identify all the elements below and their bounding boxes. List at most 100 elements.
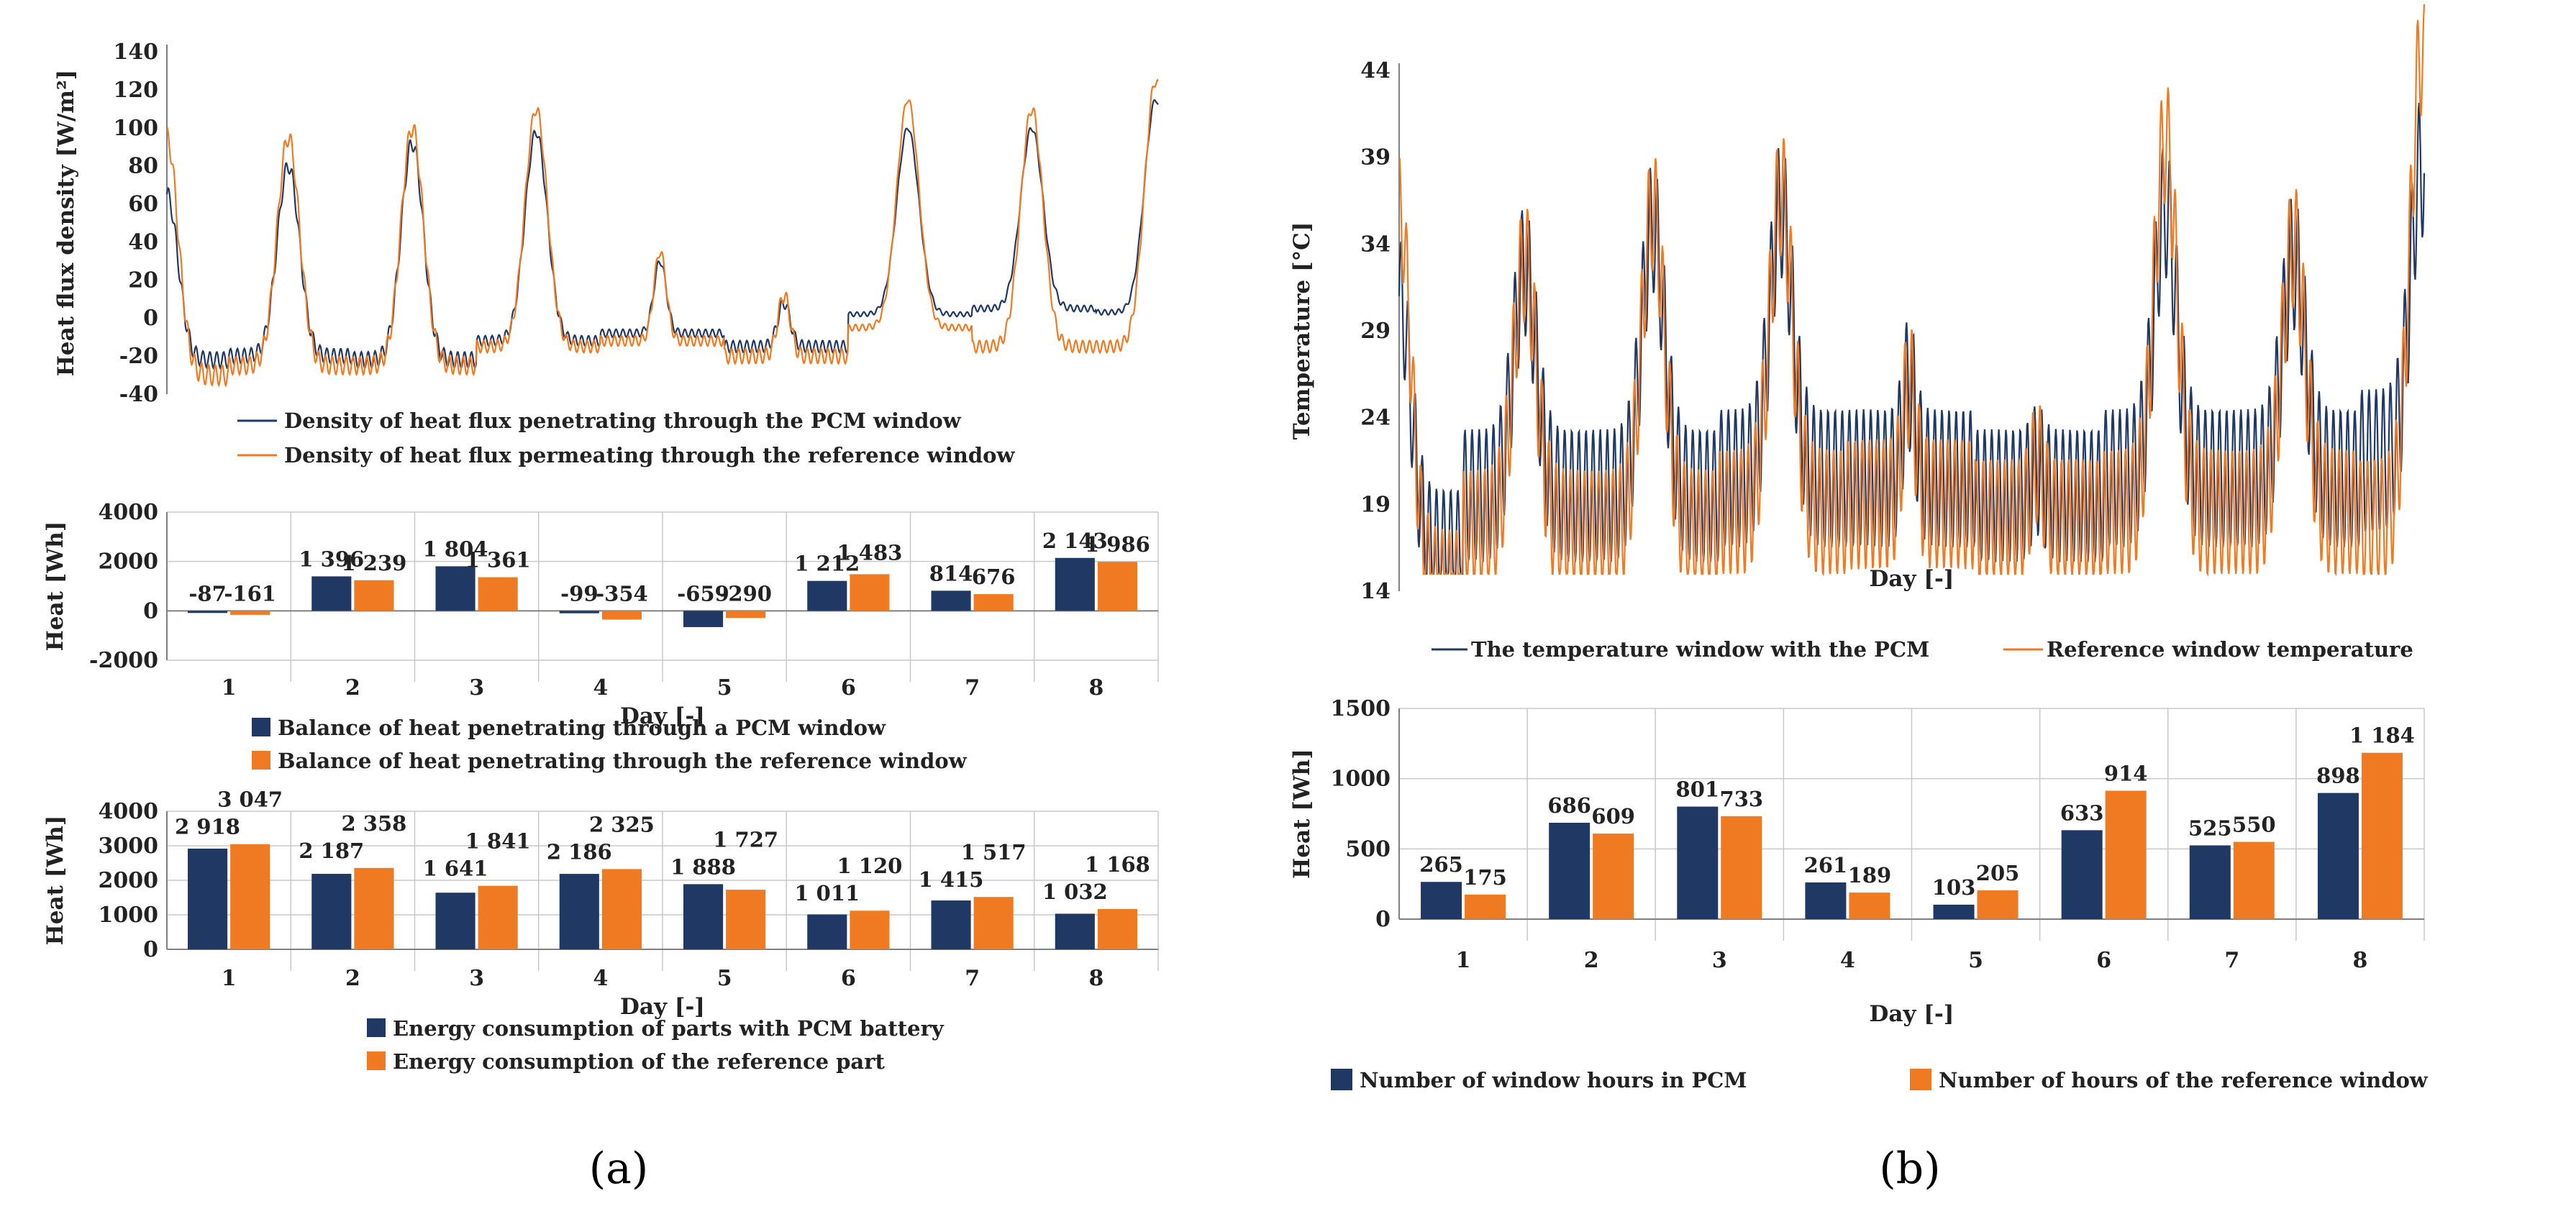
a3-bar-pcm-1 bbox=[188, 848, 228, 949]
a3-bar-reference-1 bbox=[230, 844, 270, 949]
a3-category-4: 4 bbox=[593, 966, 608, 991]
b2-category-2: 2 bbox=[1584, 948, 1599, 973]
a2-label-pcm-7: 814 bbox=[929, 561, 973, 585]
a3-label-reference-3: 1 841 bbox=[465, 829, 531, 854]
a2-bar-pcm-4 bbox=[559, 611, 599, 613]
b2-bar-pcm-7 bbox=[2189, 845, 2231, 919]
b2-bar-reference-7 bbox=[2233, 841, 2275, 919]
b2-bar-pcm-6 bbox=[2061, 830, 2103, 919]
a2-bar-pcm-1 bbox=[188, 611, 228, 613]
a2-category-8: 8 bbox=[1088, 675, 1103, 700]
a1-ytick-9: 140 bbox=[113, 40, 158, 65]
b2-bar-reference-2 bbox=[1593, 834, 1634, 919]
a3-bar-reference-2 bbox=[354, 867, 394, 949]
b1-ytick-6: 44 bbox=[1360, 58, 1391, 83]
b2-label-reference-1: 175 bbox=[1463, 865, 1507, 890]
b2-ytick-3: 1500 bbox=[1331, 696, 1391, 721]
b2-legend-pcm: Number of window hours in PCM bbox=[1360, 1068, 1747, 1092]
a3-legend-swatch-reference bbox=[367, 1051, 386, 1070]
b1-ylabel: Temperature [°C] bbox=[1289, 222, 1315, 439]
b2-legend-swatch-pcm bbox=[1331, 1069, 1352, 1090]
a3-label-reference-7: 1 517 bbox=[961, 840, 1027, 864]
a2-label-reference-2: 1 239 bbox=[342, 551, 407, 575]
a3-bar-reference-7 bbox=[973, 897, 1014, 949]
a3-bar-reference-5 bbox=[726, 890, 766, 949]
b2-bar-pcm-5 bbox=[1933, 904, 1975, 919]
b2-legend-swatch-reference bbox=[1910, 1069, 1931, 1090]
b2-category-6: 6 bbox=[2096, 948, 2111, 973]
a1-legend-reference: Density of heat flux permeating through … bbox=[284, 443, 1015, 467]
a3-category-3: 3 bbox=[469, 966, 484, 991]
a3-label-reference-1: 3 047 bbox=[217, 788, 283, 812]
b2-label-reference-8: 1 184 bbox=[2349, 724, 2415, 748]
a2-bar-pcm-2 bbox=[311, 576, 352, 611]
b2-label-reference-3: 733 bbox=[1720, 787, 1764, 811]
a3-label-reference-2: 2 358 bbox=[342, 811, 407, 836]
a2-bar-reference-5 bbox=[726, 611, 766, 619]
a2-label-reference-6: 1 483 bbox=[837, 540, 903, 565]
a3-bar-pcm-8 bbox=[1055, 913, 1095, 949]
b2-legend-reference: Number of hours of the reference window bbox=[1939, 1068, 2429, 1092]
a3-bar-pcm-6 bbox=[807, 914, 847, 949]
a2-bar-reference-2 bbox=[354, 580, 394, 611]
b2-bar-pcm-8 bbox=[2317, 793, 2359, 919]
b2-label-pcm-7: 525 bbox=[2188, 816, 2232, 840]
a1-series-reference-line bbox=[166, 78, 1159, 388]
a1-ytick-4: 40 bbox=[128, 229, 158, 255]
a3-label-pcm-7: 1 415 bbox=[919, 867, 984, 892]
b1-legend-pcm: The temperature window with the PCM bbox=[1471, 637, 1929, 662]
a3-bar-reference-6 bbox=[850, 910, 890, 949]
a3-xlabel: Day [-] bbox=[620, 994, 705, 1020]
a2-label-reference-8: 1 986 bbox=[1085, 532, 1150, 557]
b2-ylabel: Heat [Wh] bbox=[1289, 749, 1315, 879]
b1-series-reference-line bbox=[1398, 4, 2426, 577]
a2-label-pcm-2: 1 396 bbox=[299, 547, 364, 571]
a3-label-pcm-8: 1 032 bbox=[1042, 880, 1108, 904]
b2-bar-reference-6 bbox=[2105, 790, 2147, 919]
a1-ytick-8: 120 bbox=[113, 78, 158, 103]
a3-label-pcm-2: 2 187 bbox=[299, 839, 364, 863]
a1-ytick-3: 20 bbox=[128, 268, 158, 293]
b1-xlabel: Day [-] bbox=[1870, 566, 1954, 592]
a3-label-pcm-4: 2 186 bbox=[547, 839, 612, 864]
a3-legend-pcm: Energy consumption of parts with PCM bat… bbox=[393, 1016, 945, 1041]
a2-bar-reference-6 bbox=[850, 574, 890, 611]
b1-ytick-0: 14 bbox=[1360, 579, 1391, 604]
b2-label-pcm-8: 898 bbox=[2316, 764, 2360, 788]
a2-category-2: 2 bbox=[345, 675, 360, 700]
a2-category-5: 5 bbox=[717, 675, 732, 700]
a3-bar-pcm-2 bbox=[311, 874, 352, 949]
b2-category-8: 8 bbox=[2353, 948, 2368, 973]
a3-category-5: 5 bbox=[717, 966, 732, 991]
b2-bar-pcm-1 bbox=[1421, 882, 1462, 919]
a3-ytick-4: 4000 bbox=[99, 799, 159, 824]
a2-bar-reference-7 bbox=[973, 594, 1014, 611]
b2-bar-reference-8 bbox=[2361, 752, 2403, 919]
b2-label-reference-7: 550 bbox=[2232, 813, 2276, 837]
b2-label-reference-4: 189 bbox=[1848, 863, 1892, 887]
a1-legend-pcm: Density of heat flux penetrating through… bbox=[284, 409, 962, 433]
b2-ytick-0: 0 bbox=[1375, 907, 1391, 932]
a3-legend-reference: Energy consumption of the reference part bbox=[393, 1049, 885, 1074]
panel-b-label: (b) bbox=[1879, 1144, 1940, 1194]
b2-label-pcm-5: 103 bbox=[1932, 875, 1976, 900]
a2-legend-swatch-reference bbox=[252, 751, 270, 770]
a2-label-pcm-3: 1 804 bbox=[423, 537, 488, 561]
a3-category-8: 8 bbox=[1088, 966, 1103, 991]
a2-category-6: 6 bbox=[841, 675, 856, 700]
b1-ytick-5: 39 bbox=[1360, 145, 1391, 170]
b2-label-reference-6: 914 bbox=[2104, 761, 2148, 785]
a3-category-2: 2 bbox=[345, 966, 360, 991]
a2-ytick-1: 0 bbox=[143, 598, 158, 624]
a3-category-7: 7 bbox=[965, 966, 980, 991]
b2-category-1: 1 bbox=[1456, 948, 1471, 973]
a3-bar-pcm-3 bbox=[435, 893, 475, 949]
a1-ytick-7: 100 bbox=[113, 116, 158, 141]
b2-category-3: 3 bbox=[1712, 948, 1727, 973]
a1-ytick-5: 60 bbox=[128, 192, 158, 217]
a3-bar-pcm-7 bbox=[931, 900, 971, 949]
a3-ytick-3: 3000 bbox=[99, 834, 159, 859]
a2-ytick-2: 2000 bbox=[99, 549, 159, 575]
a2-label-pcm-6: 1 212 bbox=[794, 552, 860, 576]
a3-label-reference-4: 2 325 bbox=[589, 812, 655, 836]
